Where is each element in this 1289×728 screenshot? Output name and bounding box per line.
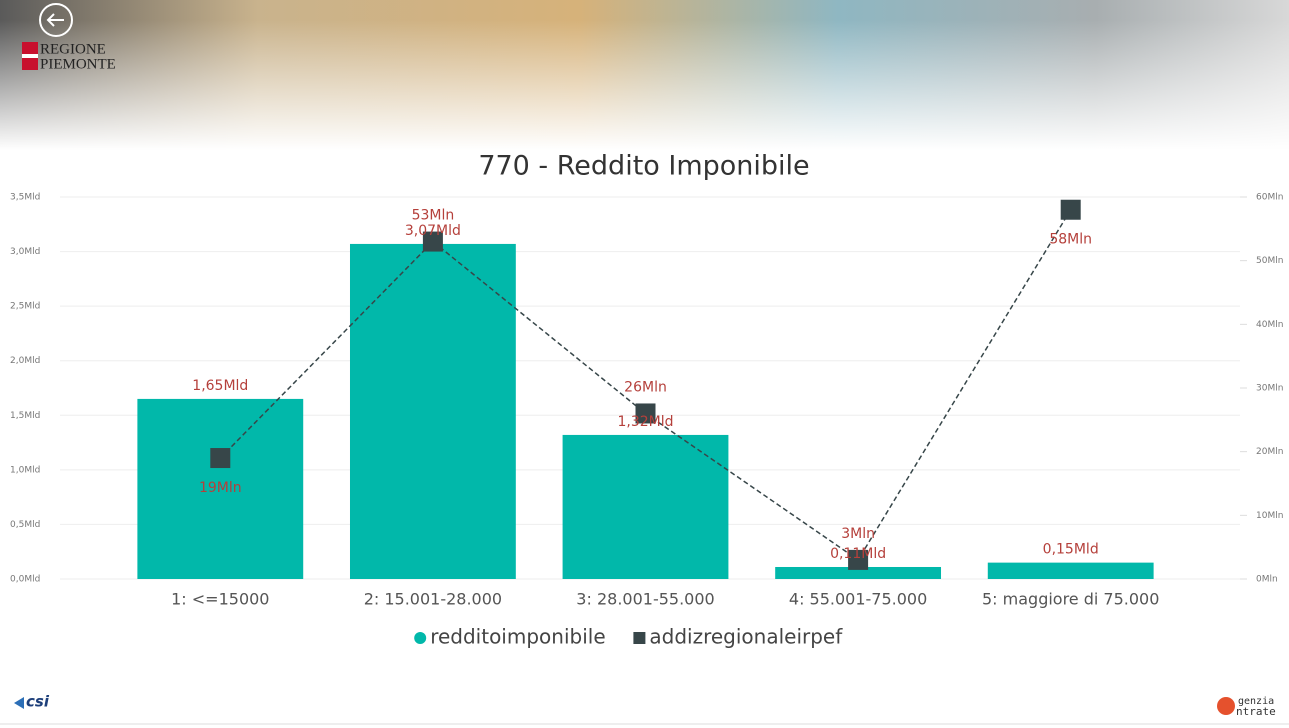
legend-marker — [633, 632, 645, 644]
line-value-label: 3Mln — [841, 526, 875, 542]
x-tick-label: 1: <=15000 — [171, 590, 269, 609]
bar-value-label: 0,15Mld — [1043, 542, 1099, 558]
y-tick-label: 1,0Mld — [10, 465, 40, 475]
csi-mark — [14, 697, 24, 709]
line-value-label: 58Mln — [1049, 232, 1092, 248]
bar — [563, 435, 729, 579]
y2-tick-label: 20Mln — [1256, 447, 1283, 457]
y-tick-label: 0,5Mld — [10, 520, 40, 530]
y2-tick-label: 60Mln — [1256, 193, 1283, 203]
y2-tick-label: 30Mln — [1256, 384, 1283, 394]
y-tick-label: 0,0Mld — [10, 575, 40, 585]
y-tick-label: 1,5Mld — [10, 411, 40, 421]
legend-marker — [414, 632, 426, 644]
x-tick-label: 2: 15.001-28.000 — [364, 590, 502, 609]
legend-label: redditoimponibile — [430, 625, 605, 649]
region-logo: PIEMONTE — [40, 56, 116, 72]
x-tick-label: 5: maggiore di 75.000 — [982, 590, 1159, 609]
x-tick-label: 3: 28.001-55.000 — [576, 590, 714, 609]
legend-label: addizregionaleirpef — [649, 625, 843, 649]
line-marker — [210, 448, 230, 468]
bar-value-label: 3,07Mld — [405, 223, 461, 239]
y-tick-label: 2,0Mld — [10, 356, 40, 366]
y2-tick-label: 50Mln — [1256, 256, 1283, 266]
y-tick-label: 3,5Mld — [10, 193, 40, 203]
line-value-label: 19Mln — [199, 480, 242, 496]
bar — [350, 244, 516, 579]
x-tick-label: 4: 55.001-75.000 — [789, 590, 927, 609]
dashboard: REGIONE PIEMONTE 770 - Reddito Imponibil… — [0, 0, 1289, 728]
line-value-label: 53Mln — [412, 208, 455, 224]
y2-tick-label: 10Mln — [1256, 511, 1283, 521]
y2-tick-label: 0Mln — [1256, 575, 1278, 585]
bar — [988, 563, 1154, 579]
y-tick-label: 2,5Mld — [10, 302, 40, 312]
agenzia-mark — [1217, 697, 1235, 715]
bar-value-label: 1,32Mld — [617, 414, 673, 430]
region-logo: REGIONE — [40, 41, 106, 57]
chart-title: 770 - Reddito Imponibile — [478, 151, 809, 182]
bar-value-label: 0,11Mld — [830, 546, 886, 562]
y-tick-label: 3,0Mld — [10, 247, 40, 257]
header-fade — [0, 20, 1289, 150]
agenzia-logo: ntrate — [1236, 705, 1276, 718]
line-marker — [1061, 200, 1081, 220]
y2-tick-label: 40Mln — [1256, 320, 1283, 330]
csi-logo: csi — [26, 693, 50, 711]
region-flag-cross — [22, 54, 38, 58]
bar-value-label: 1,65Mld — [192, 378, 248, 394]
line-value-label: 26Mln — [624, 379, 667, 395]
